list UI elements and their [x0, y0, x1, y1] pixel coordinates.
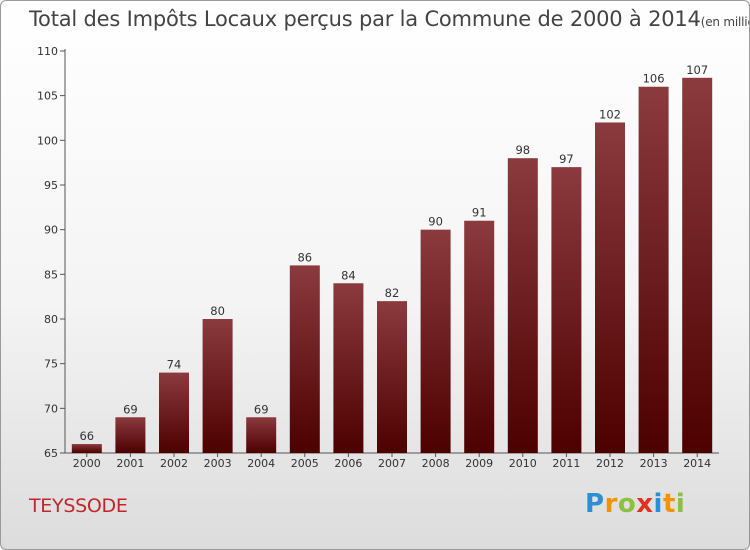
x-tick-label: 2006	[334, 457, 362, 470]
x-tick-label: 2000	[73, 457, 101, 470]
data-label: 86	[297, 250, 312, 264]
value-labels: 66 69 74 80 69 86 84 82 90 91 98 97 102 106 107	[79, 63, 708, 443]
logo-letter: x	[636, 489, 654, 519]
data-label: 97	[559, 152, 574, 166]
y-tick-label: 90	[44, 224, 58, 237]
logo-letter: r	[604, 489, 618, 519]
y-tick-label: 85	[44, 268, 58, 281]
x-tick-label: 2011	[552, 457, 580, 470]
y-tick-label: 65	[44, 447, 58, 460]
y-tick-label: 105	[37, 90, 58, 103]
y-tick-label: 95	[44, 179, 58, 192]
x-tick-label: 2001	[116, 457, 144, 470]
bar-2004	[246, 417, 277, 453]
bar-2013	[638, 86, 669, 453]
title-unit: (en milliers d'€)	[700, 15, 749, 29]
logo-letter: i	[653, 489, 663, 519]
data-label: 84	[341, 268, 356, 282]
axes: 65 70 75 80 85 90 95 100 105 110 2000 2001 2002 2003 2…	[37, 45, 719, 470]
bar-2006	[333, 283, 364, 453]
data-label: 74	[167, 358, 182, 372]
y-tick-label: 100	[37, 134, 58, 147]
bar-2014	[682, 77, 713, 454]
data-label: 98	[515, 143, 530, 157]
data-label: 66	[79, 429, 94, 443]
bar-2003	[202, 319, 233, 453]
bar-2010	[507, 158, 538, 453]
data-label: 69	[254, 402, 269, 416]
bar-2007	[377, 301, 407, 453]
data-label: 90	[428, 215, 443, 229]
bar-2009	[464, 220, 495, 453]
commune-name: TEYSSODE	[29, 495, 128, 517]
x-tick-label: 2010	[509, 457, 537, 470]
bars	[71, 77, 713, 454]
bar-2012	[595, 122, 625, 453]
data-label: 106	[643, 72, 665, 86]
data-label: 80	[210, 304, 225, 318]
x-tick-label: 2007	[378, 457, 406, 470]
bar-2011	[551, 167, 582, 453]
logo-letter: o	[617, 489, 637, 519]
x-tick-label: 2002	[160, 457, 188, 470]
y-tick-label: 110	[37, 45, 58, 58]
y-tick-label: 80	[44, 313, 58, 326]
data-label: 82	[385, 286, 400, 300]
proxiti-logo: Proxiti	[585, 489, 685, 519]
y-tick-label: 75	[44, 358, 58, 371]
bar-2005	[289, 265, 320, 453]
x-tick-label: 2003	[204, 457, 232, 470]
logo-letter: i	[675, 489, 686, 519]
chart-title: Total des Impôts Locaux perçus par la Co…	[29, 7, 749, 31]
x-tick-label: 2005	[291, 457, 319, 470]
x-tick-label: 2004	[247, 457, 275, 470]
x-tick-label: 2013	[640, 457, 668, 470]
data-label: 69	[123, 402, 138, 416]
bar-2002	[159, 372, 189, 453]
data-label: 102	[599, 107, 621, 121]
data-label: 107	[686, 63, 708, 77]
y-tick-label: 70	[44, 402, 58, 415]
title-text: Total des Impôts Locaux perçus par la Co…	[29, 7, 701, 31]
x-tick-label: 2012	[596, 457, 624, 470]
x-tick-label: 2009	[465, 457, 493, 470]
data-label: 91	[472, 206, 487, 220]
bar-2000	[71, 444, 102, 453]
x-tick-label: 2014	[683, 457, 711, 470]
x-tick-label: 2008	[422, 457, 450, 470]
bar-2001	[115, 417, 146, 453]
logo-letter: P	[585, 489, 605, 519]
logo-letter: t	[662, 489, 676, 519]
bar-2008	[420, 229, 451, 453]
